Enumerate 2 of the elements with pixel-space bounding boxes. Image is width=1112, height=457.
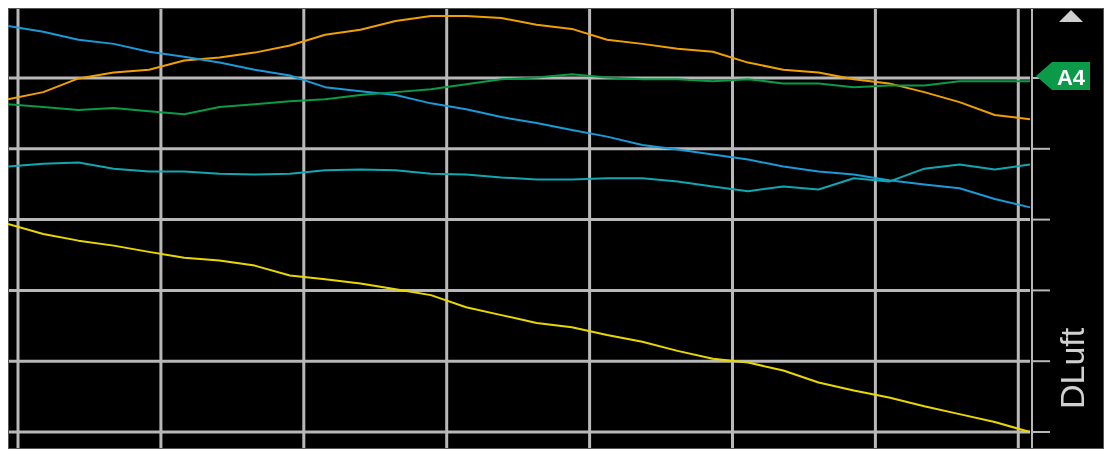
y-axis-title: DLuft	[1053, 327, 1091, 409]
text: A4	[1056, 65, 1086, 90]
